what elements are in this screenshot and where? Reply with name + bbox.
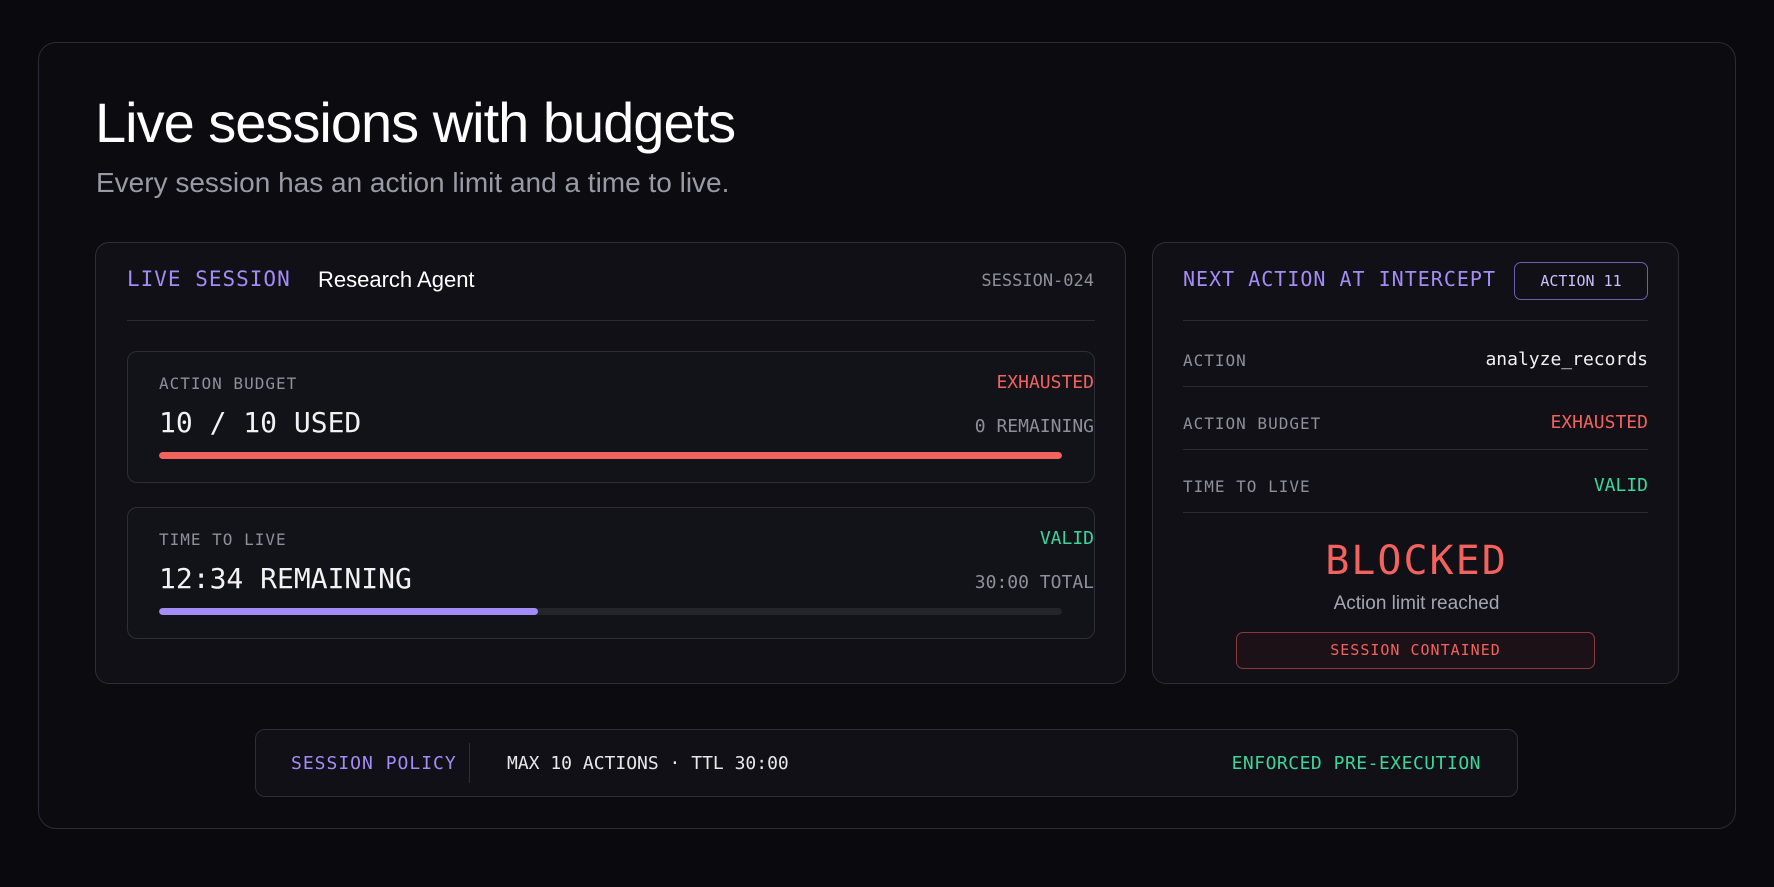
action-budget-card: ACTION BUDGET EXHAUSTED 10 / 10 USED 0 R… — [127, 351, 1095, 483]
action-budget-progress — [159, 452, 1062, 459]
ttl-value: 12:34 REMAINING — [159, 562, 412, 595]
intercept-panel: NEXT ACTION AT INTERCEPT ACTION 11 ACTIO… — [1152, 242, 1679, 684]
agent-name: Research Agent — [318, 267, 475, 292]
action-budget-status: EXHAUSTED — [996, 372, 1094, 393]
live-session-label: LIVE SESSION — [127, 267, 291, 291]
blocked-reason: Action limit reached — [1333, 593, 1500, 614]
row-action-value: analyze_records — [1485, 349, 1648, 370]
row-budget-value: EXHAUSTED — [1550, 412, 1648, 433]
action-budget-fill — [159, 452, 1062, 459]
row-ttl-value: VALID — [1593, 475, 1648, 496]
row-action-label: ACTION — [1183, 351, 1247, 370]
divider — [1183, 386, 1648, 387]
ttl-card: TIME TO LIVE VALID 12:34 REMAINING 30:00… — [127, 507, 1095, 639]
live-session-panel: LIVE SESSION Research Agent SESSION-024 … — [95, 242, 1126, 684]
session-policy-bar: SESSION POLICY MAX 10 ACTIONS · TTL 30:0… — [255, 729, 1518, 797]
blocked-verdict: BLOCKED — [1325, 538, 1508, 584]
ttl-fill — [159, 608, 539, 615]
policy-divider — [469, 743, 470, 783]
ttl-total: 30:00 TOTAL — [974, 572, 1094, 593]
action-budget-value: 10 / 10 USED — [159, 406, 362, 439]
row-budget-label: ACTION BUDGET — [1183, 414, 1322, 433]
policy-enforcement: ENFORCED PRE-EXECUTION — [1231, 753, 1481, 774]
intercept-title: NEXT ACTION AT INTERCEPT — [1183, 267, 1496, 291]
ttl-progress — [159, 608, 1062, 615]
policy-label: SESSION POLICY — [291, 753, 457, 774]
session-contained-badge: SESSION CONTAINED — [1236, 632, 1595, 669]
divider — [1183, 320, 1648, 321]
page-title: Live sessions with budgets — [95, 91, 736, 154]
row-ttl-label: TIME TO LIVE — [1183, 477, 1311, 496]
page-subtitle: Every session has an action limit and a … — [96, 167, 730, 198]
policy-rule: MAX 10 ACTIONS · TTL 30:00 — [507, 753, 789, 774]
divider — [1183, 512, 1648, 513]
ttl-label: TIME TO LIVE — [159, 530, 287, 549]
action-budget-remaining: 0 REMAINING — [974, 416, 1094, 437]
ttl-status: VALID — [1039, 528, 1094, 549]
action-budget-label: ACTION BUDGET — [159, 374, 298, 393]
divider — [127, 320, 1095, 321]
divider — [1183, 449, 1648, 450]
action-number-badge: ACTION 11 — [1514, 262, 1648, 300]
session-id: SESSION-024 — [981, 271, 1094, 291]
